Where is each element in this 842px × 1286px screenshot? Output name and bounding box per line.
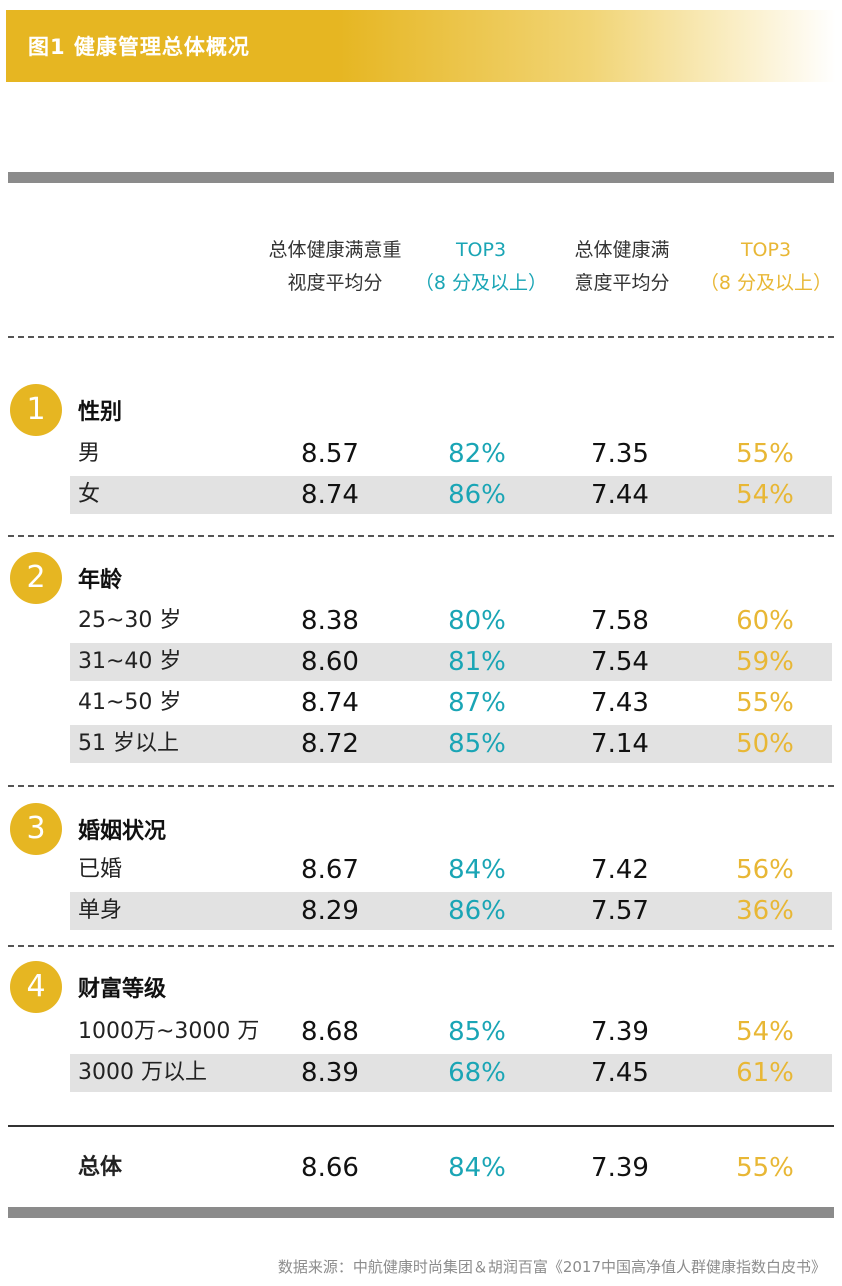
group-number-badge: 4 <box>10 961 62 1013</box>
group-title: 财富等级 <box>78 977 167 1002</box>
value-col3: 7.14 <box>591 729 649 759</box>
value-col3: 7.57 <box>591 896 649 926</box>
group-number-badge: 3 <box>10 803 62 855</box>
value-col1: 8.67 <box>301 855 359 885</box>
value-col3: 7.42 <box>591 855 649 885</box>
table-row: 1000万~3000 万 8.68 85% 7.39 54% <box>70 1013 832 1051</box>
row-label: 1000万~3000 万 <box>78 1019 260 1044</box>
value-col4: 50% <box>736 729 794 759</box>
top-rule <box>8 172 834 183</box>
value-col3: 7.44 <box>591 480 649 510</box>
value-col4: 59% <box>736 647 794 677</box>
table-row: 41~50 岁 8.74 87% 7.43 55% <box>70 684 832 722</box>
value-col3: 7.35 <box>591 439 649 469</box>
value-col1: 8.72 <box>301 729 359 759</box>
value-col2: 82% <box>448 439 506 469</box>
value-col2: 81% <box>448 647 506 677</box>
value-col3: 7.45 <box>591 1058 649 1088</box>
value-col1: 8.39 <box>301 1058 359 1088</box>
row-label: 已婚 <box>78 857 123 882</box>
table-row: 已婚 8.67 84% 7.42 56% <box>70 851 832 889</box>
table-row: 3000 万以上 8.39 68% 7.45 61% <box>70 1054 832 1092</box>
group-title: 婚姻状况 <box>78 819 167 844</box>
table-row: 31~40 岁 8.60 81% 7.54 59% <box>70 643 832 681</box>
value-col1: 8.74 <box>301 688 359 718</box>
row-label: 31~40 岁 <box>78 649 182 674</box>
value-col4: 55% <box>736 688 794 718</box>
value-col3: 7.39 <box>591 1153 649 1183</box>
value-col4: 54% <box>736 480 794 510</box>
value-col4: 56% <box>736 855 794 885</box>
value-col2: 85% <box>448 729 506 759</box>
row-label: 41~50 岁 <box>78 690 182 715</box>
header-col1: 总体健康满意重 视度平均分 <box>250 234 420 300</box>
value-col3: 7.43 <box>591 688 649 718</box>
value-col1: 8.29 <box>301 896 359 926</box>
value-col2: 80% <box>448 606 506 636</box>
group-divider <box>8 535 834 537</box>
value-col4: 61% <box>736 1058 794 1088</box>
group-divider <box>8 945 834 947</box>
source-note: 数据来源：中航健康时尚集团＆胡润百富《2017中国高净值人群健康指数白皮书》 <box>277 1258 826 1276</box>
value-col4: 54% <box>736 1017 794 1047</box>
group-divider <box>8 785 834 787</box>
value-col2: 86% <box>448 480 506 510</box>
header-col2: TOP3 （8 分及以上） <box>400 234 562 300</box>
header-col4-line2: （8 分及以上） <box>699 272 833 294</box>
table-row: 女 8.74 86% 7.44 54% <box>70 476 832 514</box>
group-number-badge: 1 <box>10 384 62 436</box>
value-col2: 85% <box>448 1017 506 1047</box>
table-row: 25~30 岁 8.38 80% 7.58 60% <box>70 602 832 640</box>
value-col2: 68% <box>448 1058 506 1088</box>
header-col3: 总体健康满 意度平均分 <box>552 234 692 300</box>
header-col3-line2: 意度平均分 <box>574 272 670 294</box>
row-label: 单身 <box>78 898 123 923</box>
value-col2: 86% <box>448 896 506 926</box>
value-col3: 7.58 <box>591 606 649 636</box>
value-col1: 8.60 <box>301 647 359 677</box>
row-label: 男 <box>78 441 101 466</box>
value-col3: 7.39 <box>591 1017 649 1047</box>
total-divider <box>8 1125 834 1127</box>
value-col1: 8.38 <box>301 606 359 636</box>
group-title: 年龄 <box>78 568 123 593</box>
group-title: 性别 <box>78 400 123 425</box>
table-row: 单身 8.29 86% 7.57 36% <box>70 892 832 930</box>
row-label: 25~30 岁 <box>78 608 182 633</box>
figure-title: 图1 健康管理总体概况 <box>28 35 250 59</box>
value-col1: 8.66 <box>301 1153 359 1183</box>
header-col3-line1: 总体健康满 <box>574 239 670 261</box>
bottom-rule <box>8 1207 834 1218</box>
row-label: 总体 <box>78 1155 123 1180</box>
value-col1: 8.68 <box>301 1017 359 1047</box>
table-row: 男 8.57 82% 7.35 55% <box>70 435 832 473</box>
value-col2: 84% <box>448 855 506 885</box>
value-col3: 7.54 <box>591 647 649 677</box>
value-col2: 87% <box>448 688 506 718</box>
value-col4: 36% <box>736 896 794 926</box>
value-col1: 8.74 <box>301 480 359 510</box>
header-col4-line1: TOP3 <box>740 239 792 261</box>
row-label: 51 岁以上 <box>78 731 179 756</box>
value-col4: 55% <box>736 439 794 469</box>
header-col4: TOP3 （8 分及以上） <box>690 234 842 300</box>
header-col1-line2: 视度平均分 <box>287 272 383 294</box>
value-col4: 55% <box>736 1153 794 1183</box>
total-row: 总体 8.66 84% 7.39 55% <box>70 1149 832 1187</box>
header-col2-line2: （8 分及以上） <box>414 272 548 294</box>
row-label: 女 <box>78 482 101 507</box>
value-col2: 84% <box>448 1153 506 1183</box>
value-col1: 8.57 <box>301 439 359 469</box>
value-col4: 60% <box>736 606 794 636</box>
table-row: 51 岁以上 8.72 85% 7.14 50% <box>70 725 832 763</box>
header-divider <box>8 336 834 338</box>
title-bar: 图1 健康管理总体概况 <box>6 10 836 82</box>
header-col1-line1: 总体健康满意重 <box>268 239 402 261</box>
row-label: 3000 万以上 <box>78 1060 207 1085</box>
header-col2-line1: TOP3 <box>455 239 507 261</box>
group-number-badge: 2 <box>10 552 62 604</box>
